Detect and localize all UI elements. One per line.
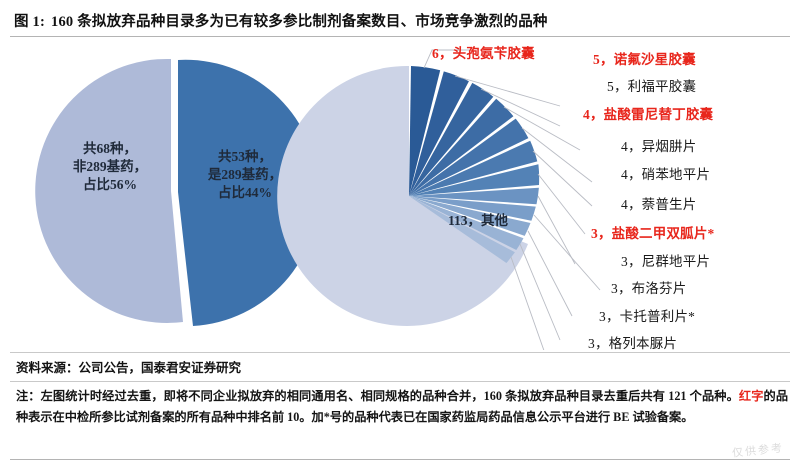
note-part-2: 的品种表示在中检所参比试剂备案的所有品种中排名前 10。加*号的品种代表已在国家… (16, 389, 789, 424)
figure-title: 图 1: 160 条拟放弃品种目录多为已有较多参比制剂备案数目、市场竞争激烈的品种 (14, 10, 786, 32)
right-pie-slice-4 (409, 98, 514, 196)
callout-cefalexin-capsule: 6，头孢氨苄胶囊 (432, 46, 535, 61)
right-pie-slice-other (277, 65, 528, 326)
source-line: 资料来源：公司公告，国泰君安证券研究 (16, 361, 242, 375)
right-pie-slice-8 (409, 187, 539, 205)
callout-isoniazid-tablet: 4，异烟肼片 (621, 139, 697, 154)
figure-label: 图 1: (14, 14, 46, 30)
right-pie-slice-9 (409, 196, 536, 221)
figure-divider-bottom (10, 459, 790, 461)
left-pie-chart (35, 58, 319, 327)
title-divider-top (10, 36, 790, 38)
callout-leader-lines (423, 49, 601, 350)
note-highlight: 红字 (738, 389, 764, 403)
right-pie-slice-7 (409, 164, 540, 196)
right-pie-slice-6 (409, 140, 538, 196)
left-pie-label-non289: 共68种， 非289基药， 占比56% (72, 141, 148, 193)
source-divider (10, 381, 790, 382)
right-pie-slice-3 (409, 82, 494, 196)
chart-divider (10, 352, 790, 353)
note-part-1: 注：左图统计时经过去重，即将不同企业拟放弃的相同通用名、相同规格的品种合并，16… (16, 389, 739, 403)
right-pie-slice-11 (409, 196, 524, 250)
left-pie-label-is289: 共53种， 是289基药， 占比44% (207, 149, 283, 201)
callout-captopril-tablet: 3，卡托普利片* (599, 309, 696, 324)
figure-title-text: 160 条拟放弃品种目录多为已有较多参比制剂备案数目、市场竞争激烈的品种 (51, 14, 548, 30)
callout-ranitidine-capsule: 4，盐酸雷尼替丁胶囊 (583, 107, 714, 122)
right-pie-slice-10 (409, 196, 531, 236)
right-pie-thin-slices (409, 66, 540, 263)
callout-glibenclamide-tablet: 3，格列本脲片 (588, 336, 678, 351)
right-pie-slice-2 (409, 71, 469, 196)
note-block: 注：左图统计时经过去重，即将不同企业拟放弃的相同通用名、相同规格的品种合并，16… (16, 386, 788, 428)
right-pie-slice-5 (409, 118, 529, 196)
pie-charts-svg (35, 49, 601, 350)
right-pie-chart (277, 49, 601, 350)
left-pie-slice-non289 (35, 58, 183, 323)
chart-area (0, 38, 800, 350)
right-pie-label-other: 113，其他 (448, 213, 509, 228)
right-pie-slice-1 (409, 66, 441, 196)
callout-ibuprofen-tablet: 3，布洛芬片 (611, 281, 687, 296)
callout-rifampicin-capsule: 5，利福平胶囊 (607, 79, 697, 94)
callout-nitrendipine-tablet: 3，尼群地平片 (621, 254, 711, 269)
watermark: 仅供参考 (731, 442, 785, 460)
callout-metformin-tablet: 3，盐酸二甲双胍片* (591, 226, 715, 241)
left-pie-slice-is289 (178, 59, 319, 327)
callout-nifedipine-tablet: 4，硝苯地平片 (621, 167, 711, 182)
right-pie-slice-12 (409, 196, 515, 263)
callout-naproxen-tablet: 4，萘普生片 (621, 197, 697, 212)
callout-norfloxacin-capsule: 5，诺氟沙星胶囊 (593, 52, 696, 67)
